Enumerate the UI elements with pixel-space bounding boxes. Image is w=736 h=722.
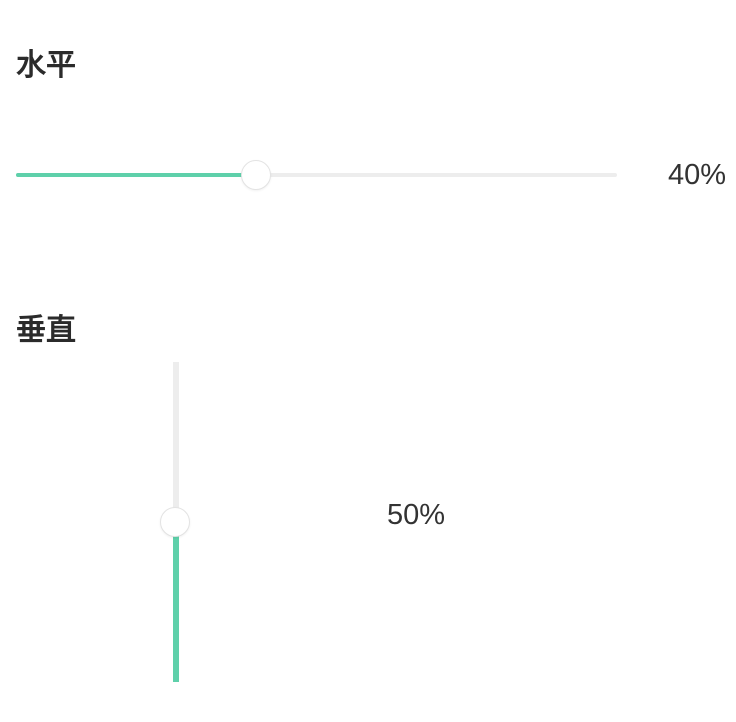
vertical-slider[interactable] xyxy=(160,362,190,682)
horizontal-slider-fill xyxy=(16,173,257,177)
vertical-section-title: 垂直 xyxy=(16,313,76,348)
vertical-slider-fill xyxy=(173,522,179,682)
vertical-slider-thumb[interactable] xyxy=(160,507,190,537)
horizontal-slider[interactable] xyxy=(16,160,617,190)
vertical-slider-value: 50% xyxy=(387,499,446,531)
horizontal-slider-thumb[interactable] xyxy=(241,160,272,190)
horizontal-slider-track[interactable] xyxy=(16,173,617,177)
horizontal-slider-value: 40% xyxy=(667,159,726,191)
horizontal-section-title: 水平 xyxy=(16,48,76,83)
